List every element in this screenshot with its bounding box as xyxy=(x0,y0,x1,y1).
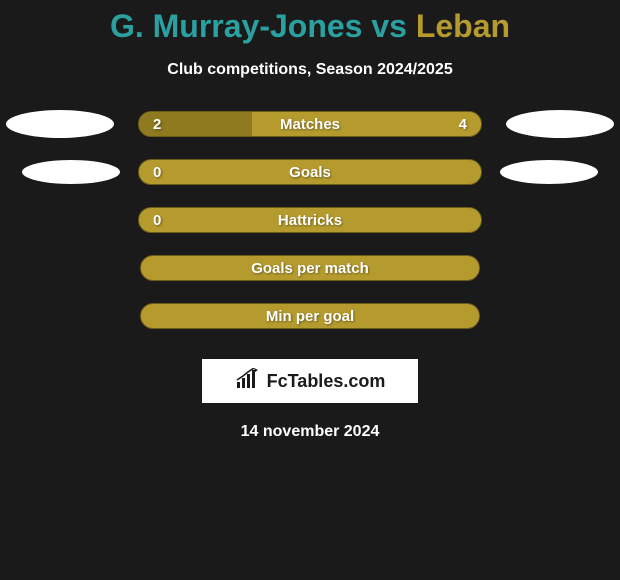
stat-row: 0 Goals xyxy=(0,159,620,185)
stat-label: Matches xyxy=(280,116,340,133)
date-text: 14 november 2024 xyxy=(0,423,620,441)
stat-bar: 2 Matches 4 xyxy=(138,111,482,137)
stat-bar: Min per goal xyxy=(140,303,480,329)
logo-text: FcTables.com xyxy=(267,371,386,392)
stat-label: Goals xyxy=(289,164,331,181)
stat-rows: 2 Matches 4 0 Goals 0 Hattricks Goals per match… xyxy=(0,111,620,329)
stat-row: Goals per match xyxy=(0,255,620,281)
stat-left-value: 0 xyxy=(153,212,161,229)
stat-row: 2 Matches 4 xyxy=(0,111,620,137)
stat-row: 0 Hattricks xyxy=(0,207,620,233)
stat-right-value: 4 xyxy=(459,116,467,133)
vs-text: vs xyxy=(362,8,415,44)
stat-left-value: 0 xyxy=(153,164,161,181)
stat-left-value: 2 xyxy=(153,116,161,133)
player2-name: Leban xyxy=(416,8,510,44)
comparison-infographic: G. Murray-Jones vs Leban Club competitio… xyxy=(0,0,620,441)
subtitle: Club competitions, Season 2024/2025 xyxy=(0,61,620,79)
page-title: G. Murray-Jones vs Leban xyxy=(0,8,620,45)
player2-marker xyxy=(506,110,614,138)
stat-bar: 0 Goals xyxy=(138,159,482,185)
player1-marker xyxy=(6,110,114,138)
stat-label: Goals per match xyxy=(251,260,369,277)
stat-row: Min per goal xyxy=(0,303,620,329)
chart-icon xyxy=(235,368,261,395)
stat-label: Min per goal xyxy=(266,308,354,325)
player1-marker xyxy=(22,160,120,184)
player2-marker xyxy=(500,160,598,184)
logo-box: FcTables.com xyxy=(202,359,418,403)
stat-bar: 0 Hattricks xyxy=(138,207,482,233)
player1-name: G. Murray-Jones xyxy=(110,8,363,44)
stat-bar: Goals per match xyxy=(140,255,480,281)
stat-label: Hattricks xyxy=(278,212,342,229)
